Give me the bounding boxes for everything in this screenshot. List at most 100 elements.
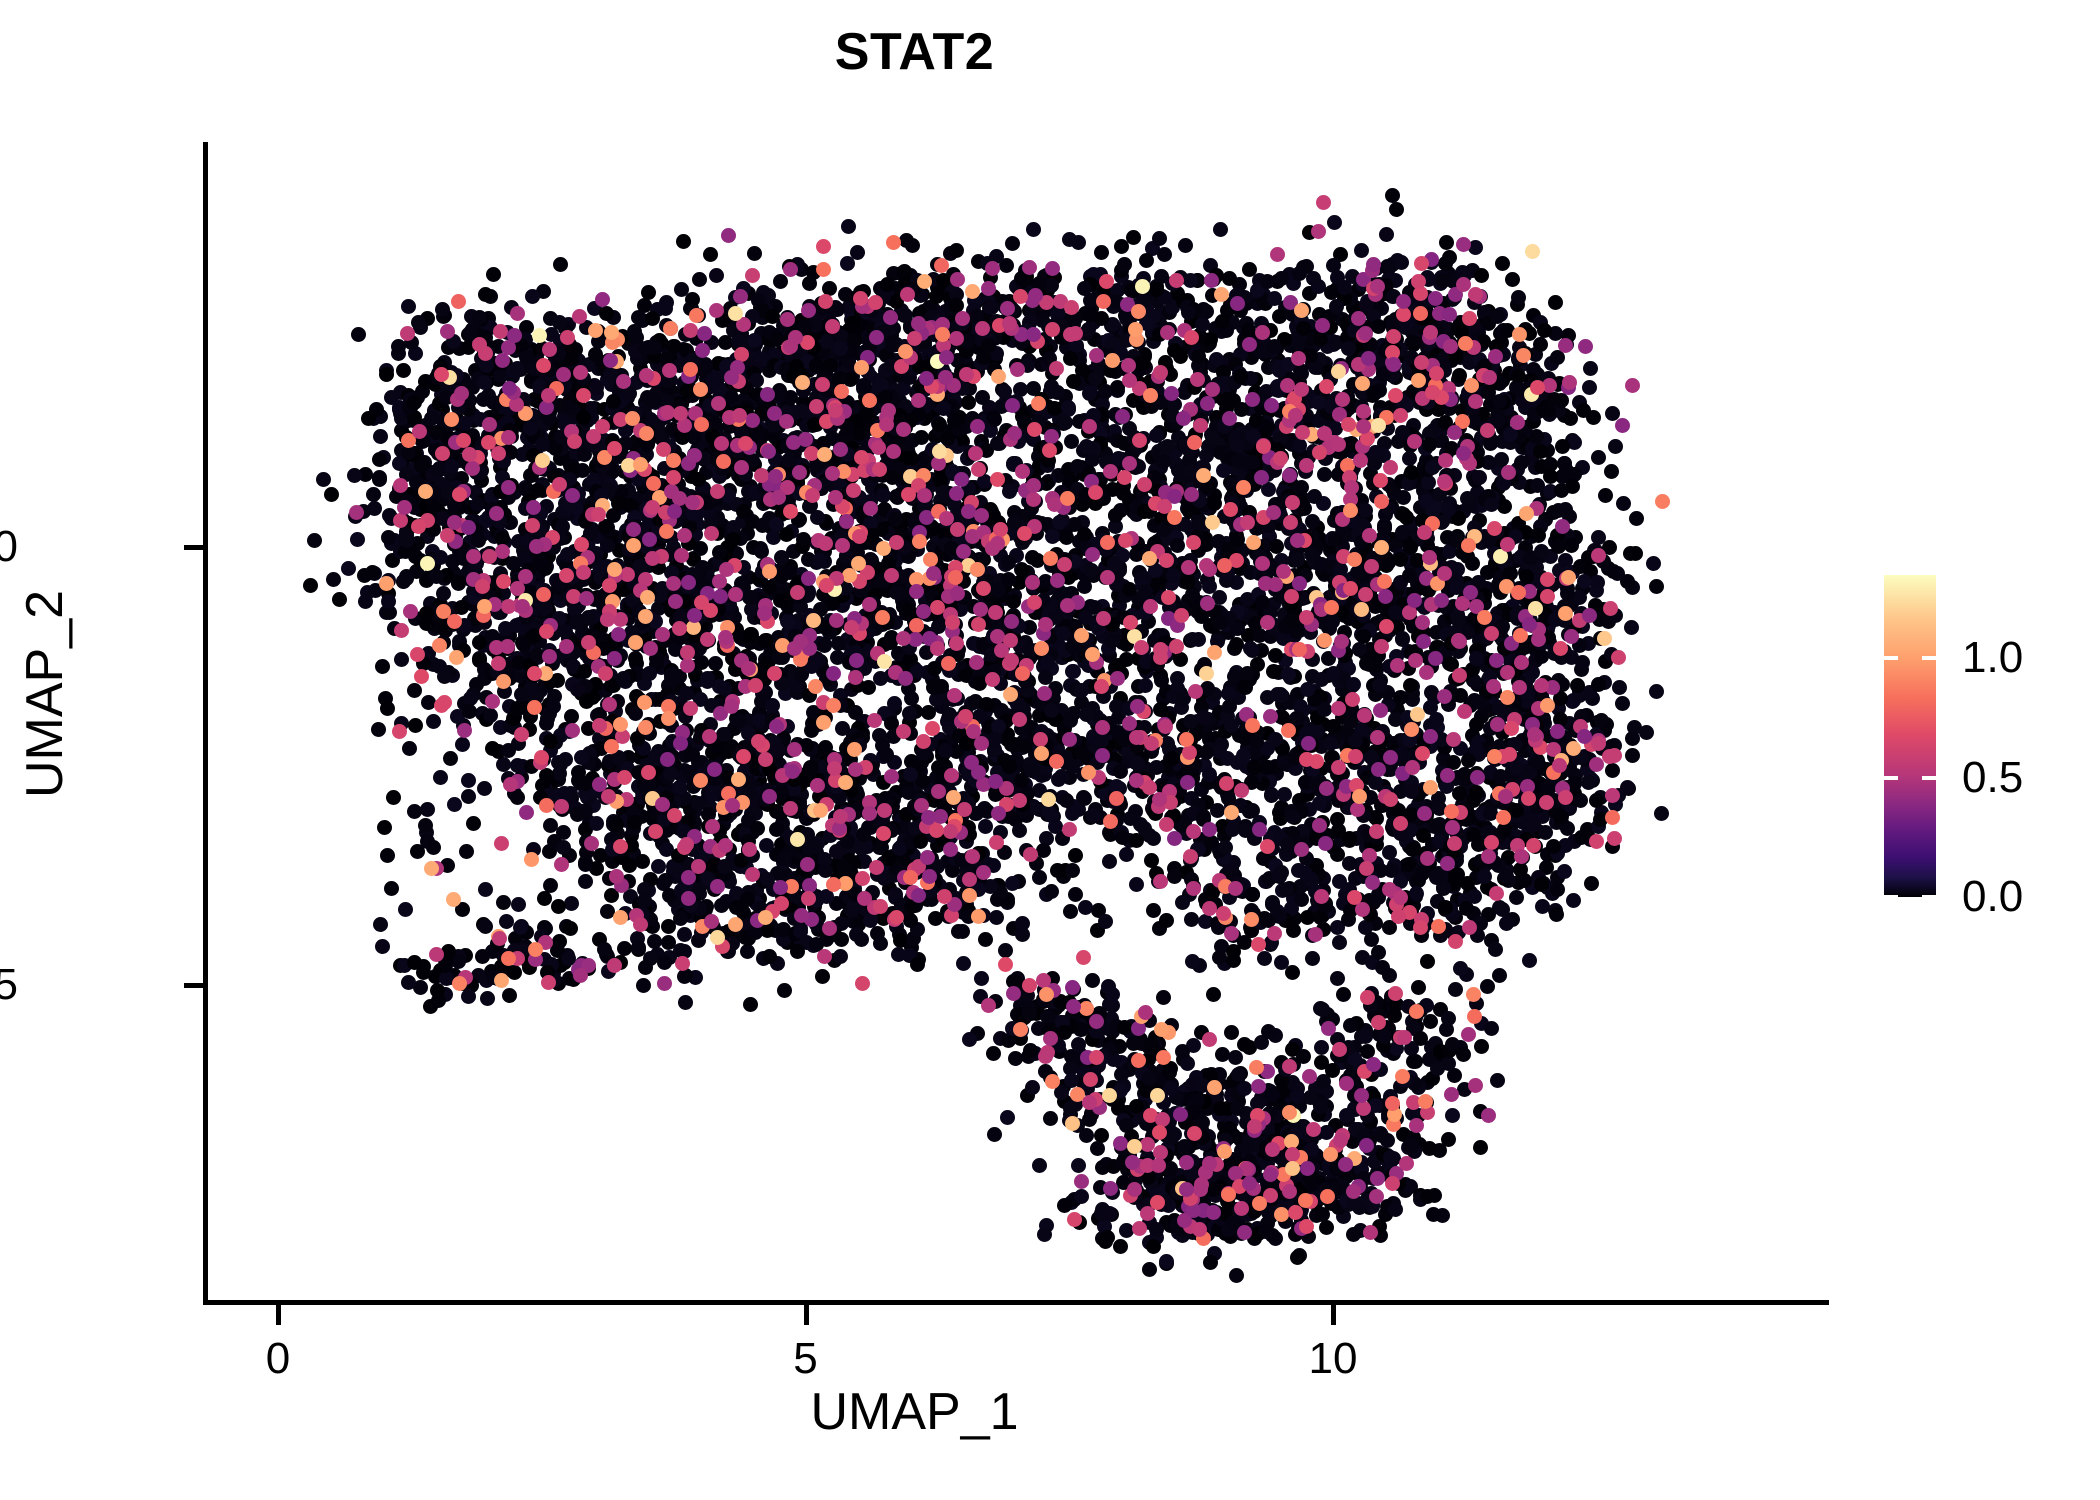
scatter-point — [687, 607, 703, 623]
scatter-point — [1186, 434, 1202, 450]
scatter-point — [828, 402, 844, 418]
scatter-point — [747, 245, 763, 261]
scatter-point — [1446, 424, 1462, 440]
scatter-point — [1082, 385, 1098, 401]
scatter-point — [964, 283, 980, 299]
scatter-point — [1048, 361, 1064, 377]
scatter-point — [744, 412, 760, 428]
scatter-point — [461, 446, 477, 462]
scatter-point — [708, 302, 724, 318]
scatter-point — [1002, 484, 1018, 500]
scatter-point — [840, 219, 856, 235]
scatter-point — [1266, 290, 1282, 306]
scatter-point — [898, 232, 914, 248]
scatter-point — [636, 695, 652, 711]
scatter-point — [1084, 646, 1100, 662]
scatter-point — [449, 650, 465, 666]
scatter-point — [539, 623, 555, 639]
scatter-point — [474, 579, 490, 595]
scatter-point — [1489, 308, 1505, 324]
scatter-point — [1059, 597, 1075, 613]
scatter-point — [606, 441, 622, 457]
scatter-point — [443, 750, 459, 766]
scatter-point — [535, 452, 551, 468]
scatter-point — [1214, 314, 1230, 330]
scatter-point — [779, 614, 795, 630]
scatter-point — [1456, 445, 1472, 461]
scatter-point — [1003, 686, 1019, 702]
scatter-point — [1205, 515, 1221, 531]
scatter-point — [833, 383, 849, 399]
scatter-point — [501, 479, 517, 495]
scatter-point — [1032, 731, 1048, 747]
scatter-point — [707, 414, 723, 430]
scatter-point — [843, 620, 859, 636]
scatter-point — [644, 311, 660, 327]
scatter-point — [450, 294, 466, 310]
scatter-point — [1547, 295, 1563, 311]
scatter-point — [1318, 378, 1334, 394]
scatter-point — [1132, 432, 1148, 448]
scatter-point — [485, 693, 501, 709]
scatter-point — [688, 307, 704, 323]
scatter-point — [1273, 270, 1289, 286]
scatter-point — [413, 668, 429, 684]
scatter-point — [682, 322, 698, 338]
scatter-point — [673, 548, 689, 564]
scatter-point — [830, 636, 846, 652]
scatter-point — [766, 665, 782, 681]
scatter-point — [1229, 296, 1245, 312]
scatter-point — [1183, 487, 1199, 503]
scatter-point — [606, 650, 622, 666]
scatter-point — [782, 504, 798, 520]
scatter-point — [1199, 395, 1215, 411]
scatter-point — [1461, 311, 1477, 327]
scatter-point — [431, 638, 447, 654]
scatter-point — [367, 501, 383, 517]
scatter-point — [1326, 257, 1342, 273]
scatter-point — [1316, 467, 1332, 483]
scatter-point — [1529, 379, 1545, 395]
scatter-point — [1158, 552, 1174, 568]
scatter-point — [302, 577, 318, 593]
scatter-point — [1393, 255, 1409, 271]
scatter-point — [795, 531, 811, 547]
scatter-point — [599, 305, 615, 321]
scatter-point — [1340, 341, 1356, 357]
scatter-point — [566, 433, 582, 449]
scatter-point — [1183, 272, 1199, 288]
scatter-point — [645, 392, 661, 408]
scatter-point — [1014, 463, 1030, 479]
scatter-point — [949, 330, 965, 346]
scatter-point — [676, 528, 692, 544]
scatter-point — [602, 353, 618, 369]
scatter-point — [1285, 494, 1301, 510]
scatter-point — [600, 612, 616, 628]
scatter-point — [418, 484, 434, 500]
scatter-point — [637, 608, 653, 624]
scatter-point — [379, 367, 395, 383]
scatter-point — [1504, 272, 1520, 288]
scatter-point — [453, 385, 469, 401]
scatter-point — [862, 500, 878, 516]
scatter-point — [307, 533, 323, 549]
scatter-point — [357, 466, 373, 482]
scatter-point — [485, 267, 501, 283]
scatter-point — [1413, 255, 1429, 271]
scatter-point — [1615, 495, 1631, 511]
scatter-point — [824, 465, 840, 481]
scatter-point — [960, 395, 976, 411]
scatter-point — [541, 387, 557, 403]
scatter-point — [1037, 617, 1053, 633]
scatter-point — [691, 271, 707, 287]
scatter-point — [1190, 349, 1206, 365]
scatter-point — [1558, 338, 1574, 354]
scatter-point — [937, 369, 953, 385]
scatter-point — [1383, 460, 1398, 476]
scatter-point — [1139, 253, 1155, 269]
scatter-point — [662, 320, 678, 336]
scatter-point — [1468, 286, 1484, 302]
scatter-point — [675, 233, 691, 249]
scatter-point — [1193, 417, 1209, 433]
